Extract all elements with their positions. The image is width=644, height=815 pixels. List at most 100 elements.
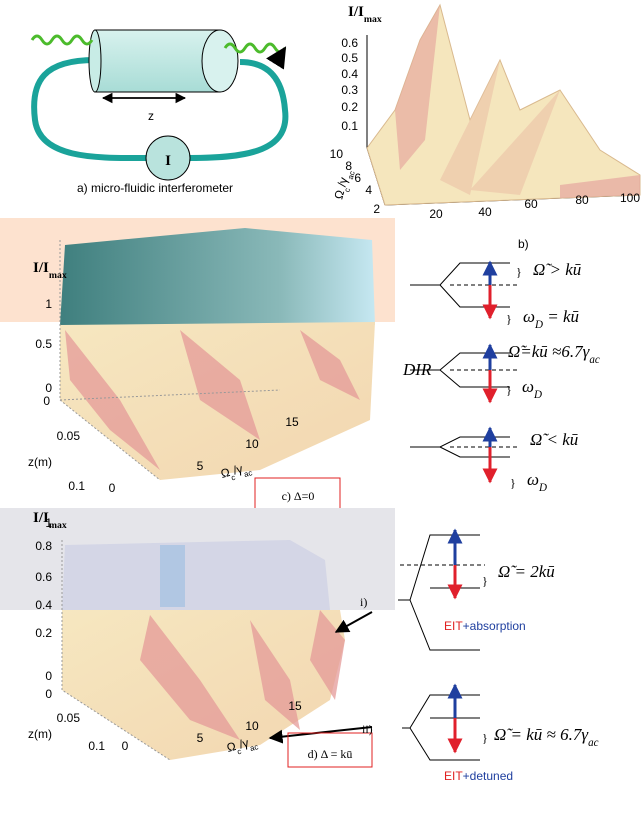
condition: ωD (522, 377, 542, 401)
x-tick-label-part: 40 (478, 205, 492, 219)
x-tick-label: 40 (478, 205, 492, 219)
label: DIR (402, 360, 432, 379)
condition-part: Ω̃ = 2kū (498, 562, 555, 581)
label-part: DIR (402, 360, 432, 379)
y-tick-label-part: 0 (45, 669, 52, 683)
condition-part: ω (522, 377, 534, 396)
y-tick-label-part: 0.5 (35, 337, 52, 351)
y-tick-label: 0.5 (35, 337, 52, 351)
x-tick-label: 10 (245, 437, 259, 451)
condition-part: Ω̃ = kū ≈ 6.7γ (494, 725, 589, 744)
z-tick-label-part: 0.05 (57, 429, 81, 443)
label: EIT+absorption (444, 619, 526, 633)
y-tick-label: 1 (45, 516, 52, 530)
z-label: z(m) (28, 727, 52, 741)
caption: a) micro-fluidic interferometer (77, 181, 233, 195)
y-tick-label-part: 0.2 (341, 100, 358, 114)
brace: } (516, 265, 522, 279)
x-tick-label: 100 (620, 191, 640, 205)
brace: } (482, 731, 488, 745)
y-tick-label-part: 0.6 (341, 36, 358, 50)
x-tick-label: 0 (109, 481, 116, 495)
z-tick-label-part: 0.1 (88, 739, 105, 753)
z-tick-label-part: 0 (45, 687, 52, 701)
caption: d) Δ = kū (308, 747, 353, 761)
x-tick-label-part: 5 (197, 731, 204, 745)
y-label-part: max (49, 270, 67, 281)
y-tick-label-part: 0.6 (35, 570, 52, 584)
x-tick-label-part: 60 (524, 197, 538, 211)
condition-part: Ω̃=kū ≈6.7γ (508, 342, 591, 361)
z-tick-label: 0 (45, 687, 52, 701)
page: zIa) micro-fluidic interferometerI/Imax0… (0, 0, 644, 815)
figure: zIa) micro-fluidic interferometerI/Imax0… (0, 0, 644, 815)
surface (62, 610, 345, 760)
condition-part: = kū (543, 307, 579, 326)
x-tick-label: 0 (122, 739, 129, 753)
detector-label-part: I (165, 153, 171, 169)
surface-shade (160, 545, 185, 607)
y-tick-label: 0.4 (35, 598, 52, 612)
condition: Ω̃=kū ≈6.7γac (508, 342, 600, 366)
label: EIT+detuned (444, 769, 513, 783)
y-tick-label: 0.2 (35, 626, 52, 640)
label-part: EIT (444, 769, 463, 783)
x-tick-label-part: 10 (245, 719, 259, 733)
condition-part: D (538, 482, 547, 494)
y-tick-label: 1 (45, 297, 52, 311)
z-tick-label: 0 (43, 394, 50, 408)
x-tick-label-part: 15 (288, 699, 302, 713)
y-tick-label: 0.8 (35, 539, 52, 553)
condition-part: ω (523, 307, 535, 326)
caption-part: c) Δ=0 (282, 489, 315, 503)
x-tick-label-part: 80 (575, 193, 589, 207)
surface (60, 228, 375, 325)
y-tick-label-part: 1 (45, 297, 52, 311)
z-tick-label: 0.1 (68, 479, 85, 493)
x-tick-label: 5 (197, 731, 204, 745)
level-diagram (398, 535, 485, 760)
y-tick-label-part: 0.8 (35, 539, 52, 553)
y-label: I/Imax (348, 4, 382, 25)
x-tick-label-part: 0 (109, 481, 116, 495)
depth-tick-label-part: 4 (365, 183, 372, 197)
marker-part: ii) (362, 722, 373, 736)
condition-part: ac (589, 354, 600, 366)
y-tick-label: 0 (45, 381, 52, 395)
z-tick-label-part: 0.1 (68, 479, 85, 493)
x-tick-label-part: 5 (197, 459, 204, 473)
brace: } (506, 312, 512, 326)
condition: Ω̃ = 2kū (498, 562, 555, 581)
y-tick-label-part: 0.2 (35, 626, 52, 640)
y-tick-label: 0.6 (341, 36, 358, 50)
condition: Ω̃ = kū ≈ 6.7γac (494, 725, 599, 749)
y-tick-label: 0.1 (341, 119, 358, 133)
y-tick-label: 0.3 (341, 83, 358, 97)
caption-part: d) Δ = kū (308, 747, 353, 761)
brace: } (506, 383, 512, 397)
depth-tick-label-part: 10 (330, 147, 344, 161)
x-tick-label-part: 0 (122, 739, 129, 753)
x-tick-label: 15 (285, 415, 299, 429)
condition-part: Ω̃ > kū (533, 260, 581, 279)
y-tick-label-part: 0 (45, 381, 52, 395)
x-tick-label-part: 15 (285, 415, 299, 429)
z-label-part: z(m) (28, 727, 52, 741)
caption-part: a) micro-fluidic interferometer (77, 181, 233, 195)
caption: c) Δ=0 (282, 489, 315, 503)
depth-tick-label-part: 2 (373, 202, 380, 216)
brace: } (510, 476, 516, 490)
y-label-part: max (364, 14, 382, 25)
x-tick-label: 15 (288, 699, 302, 713)
z-tick-label-part: 0 (43, 394, 50, 408)
x-tick-label: 80 (575, 193, 589, 207)
panel-label: b) (518, 237, 529, 251)
condition-part: D (534, 319, 543, 331)
z-label: z(m) (28, 455, 52, 469)
x-tick-label: 10 (245, 719, 259, 733)
marker: i) (360, 595, 367, 609)
x-tick-label: 20 (429, 207, 443, 221)
condition-part: D (533, 389, 542, 401)
marker-part: i) (360, 595, 367, 609)
depth-tick-label: 2 (373, 202, 380, 216)
